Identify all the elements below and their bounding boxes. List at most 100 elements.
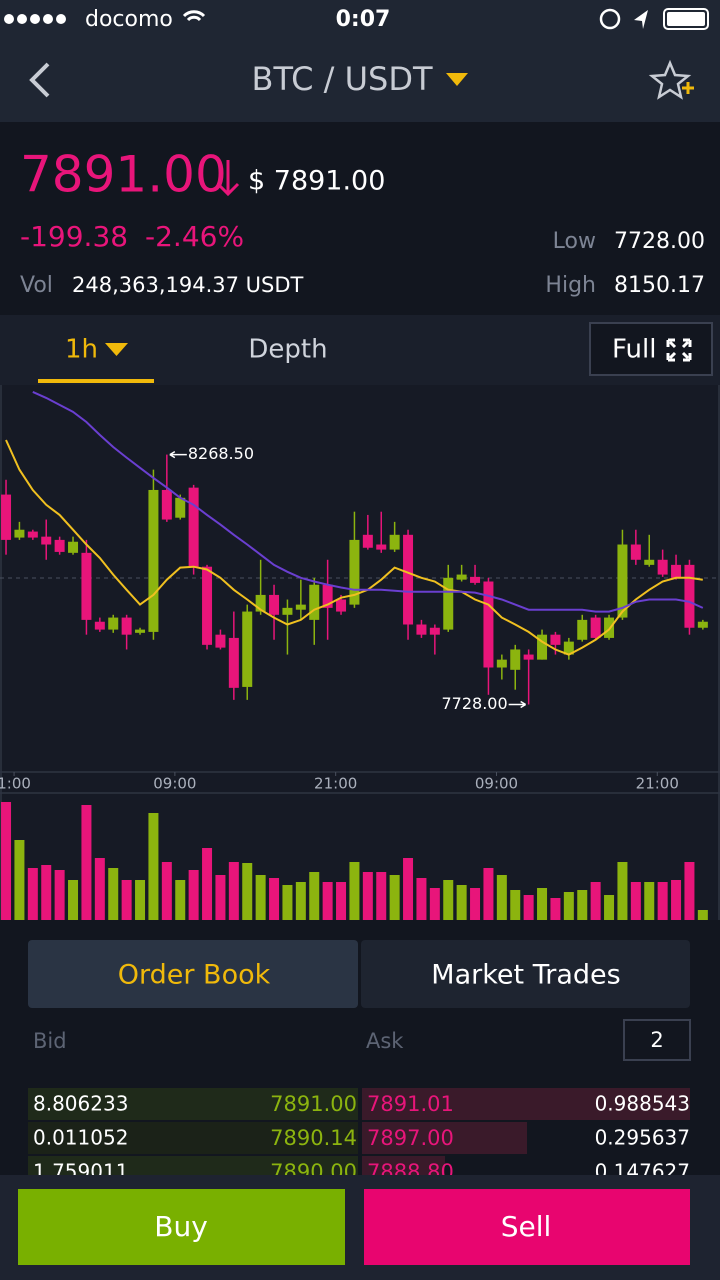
candle-body	[630, 544, 641, 560]
volume-bar	[135, 880, 146, 920]
candle-body	[215, 634, 226, 648]
candle-body	[309, 584, 320, 620]
precision[interactable]: 2	[650, 1028, 663, 1052]
volume-bar	[510, 890, 521, 920]
candle-body	[550, 634, 561, 645]
market-trades-label[interactable]: Market Trades	[431, 960, 620, 991]
ticker-panel	[0, 122, 720, 315]
candle-body	[202, 566, 213, 645]
volume-bar	[188, 870, 199, 920]
candle-body	[322, 584, 333, 608]
pair-dropdown[interactable]	[446, 73, 468, 86]
full-label[interactable]: Full	[612, 335, 656, 365]
volume-bar	[81, 805, 92, 920]
buy-button[interactable]	[18, 1189, 345, 1265]
candle-body	[282, 607, 293, 615]
sell-button[interactable]	[364, 1189, 690, 1265]
volume-bar	[215, 875, 226, 920]
market-trades-tab[interactable]	[361, 940, 690, 1008]
candle-body	[27, 531, 38, 538]
high-label: High	[545, 273, 596, 298]
candle-body	[108, 617, 119, 630]
candle-body	[483, 581, 494, 668]
low-annotation: 7728.00	[441, 694, 507, 713]
volume-bar	[443, 880, 454, 920]
candle-body	[416, 624, 427, 635]
order-book-label[interactable]: Order Book	[118, 960, 271, 991]
candle-body	[523, 654, 534, 660]
x-tick-label: 21:00	[314, 775, 357, 793]
volume-bar	[537, 888, 548, 920]
candle-body	[563, 641, 574, 655]
candle-body	[376, 544, 387, 550]
high-value: 8150.17	[614, 273, 705, 298]
volume-bar	[202, 848, 213, 920]
down-arrow	[216, 160, 240, 197]
bid-depth	[28, 1122, 358, 1154]
candle-body	[590, 617, 601, 638]
low-value: 7728.00	[614, 229, 705, 254]
volume-bar	[242, 863, 253, 920]
chart-frame	[0, 385, 720, 920]
volume-bar	[483, 868, 494, 920]
volume-bar	[108, 868, 119, 920]
candle-body	[644, 559, 655, 565]
moving-average	[5, 439, 703, 656]
candle-body	[295, 604, 306, 610]
volume-bar	[671, 880, 682, 920]
volume-bar	[604, 895, 615, 920]
candle-body	[389, 534, 400, 550]
bid-amount: 0.011052	[33, 1126, 128, 1150]
volume-bar	[389, 875, 400, 920]
volume-bar	[403, 858, 414, 920]
bid-label: Bid	[33, 1029, 67, 1053]
tab-underline	[38, 379, 154, 383]
volume-bar	[1, 802, 12, 920]
volume-bar	[27, 868, 38, 920]
interval-tab[interactable]: 1h	[65, 335, 98, 365]
back-button[interactable]	[29, 62, 50, 98]
candle-body	[269, 594, 280, 615]
candle-body	[188, 487, 199, 567]
candle-body	[577, 619, 588, 640]
candle-body	[1, 494, 12, 540]
ask-depth	[362, 1122, 527, 1154]
candle-body	[617, 544, 628, 618]
interval-dropdown[interactable]	[105, 343, 128, 356]
full-button[interactable]	[589, 322, 713, 376]
chart-area	[0, 385, 720, 920]
signal-dots	[4, 14, 66, 24]
favorite-button[interactable]	[648, 59, 692, 100]
candle-body	[456, 574, 467, 580]
vol-value: 248,363,194.37 USDT	[72, 273, 304, 297]
candle-body	[349, 539, 360, 605]
candle-body	[697, 621, 708, 628]
volume-bar	[657, 882, 668, 920]
volume-bar	[282, 885, 293, 920]
volume-bar	[349, 862, 360, 920]
pair-title[interactable]: BTC / USDT	[251, 60, 432, 98]
change-pct: -2.46%	[145, 220, 244, 253]
last-price: 7891.00	[20, 146, 227, 204]
candle-body	[684, 564, 695, 628]
bid-amount: 1.759011	[33, 1160, 128, 1184]
precision-box[interactable]	[623, 1019, 691, 1061]
depth-tab[interactable]: Depth	[248, 335, 327, 365]
candle-body	[403, 534, 414, 625]
order-book-tab[interactable]	[28, 940, 358, 1008]
bid-depth	[28, 1088, 358, 1120]
wifi-icon	[182, 10, 206, 22]
candlestick-chart: 1:00 09:00 21:00 09:00 21:00 8268.50 7728.00	[0, 390, 708, 920]
buy-label[interactable]: Buy	[154, 1210, 208, 1243]
sell-label[interactable]: Sell	[501, 1210, 552, 1243]
volume-bar	[54, 870, 65, 920]
low-label: Low	[553, 229, 596, 254]
candle-body	[135, 629, 146, 633]
ask-price: 7897.00	[367, 1126, 454, 1150]
ask-depth	[362, 1088, 690, 1120]
volume-bar	[563, 892, 574, 920]
candle-body	[537, 634, 548, 660]
candle-body	[68, 541, 79, 553]
bid-depth	[28, 1156, 358, 1175]
volume-bar	[228, 862, 239, 920]
